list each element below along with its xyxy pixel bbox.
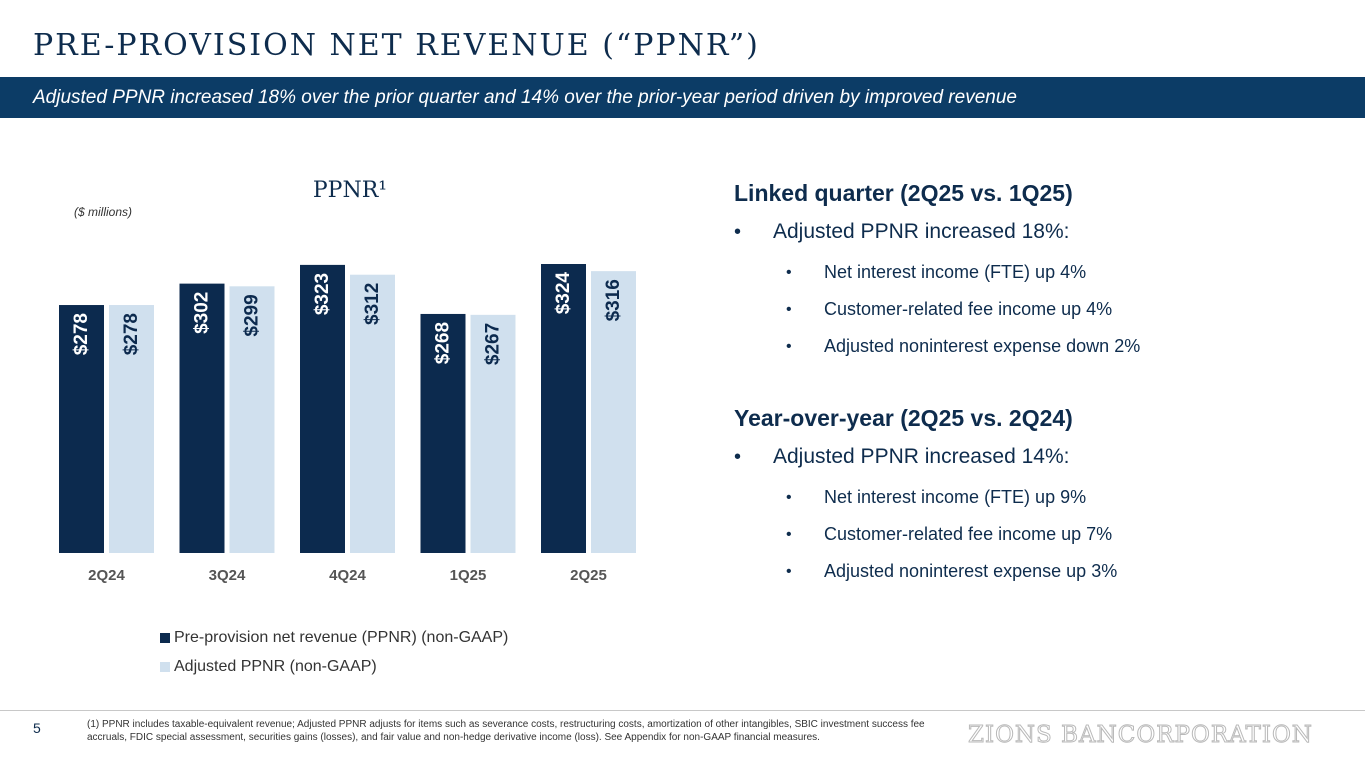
year-over-year-heading: Year-over-year (2Q25 vs. 2Q24) <box>734 405 1073 431</box>
ppnr-bar-3q24 <box>179 283 225 553</box>
subtitle-banner: Adjusted PPNR increased 18% over the pri… <box>0 77 1365 118</box>
ppnr-value-label-2q25: $324 <box>553 272 574 315</box>
x-tick-label: 1Q25 <box>450 567 487 584</box>
linked-quarter-item: Customer-related fee income up 4% <box>734 291 1294 328</box>
x-tick-label: 2Q25 <box>570 567 607 584</box>
adjusted-ppnr-bar-3q24 <box>229 286 275 553</box>
adjusted-ppnr-value-label-4q24: $312 <box>362 283 383 325</box>
legend-label-ppnr: Pre-provision net revenue (PPNR) (non-GA… <box>174 628 509 646</box>
ppnr-bar-2q25 <box>541 264 586 553</box>
ppnr-bar-4q24 <box>300 264 345 553</box>
ppnr-bar-chart: $278 $278 2Q24 $302 $299 3Q24 $323 $312 4Q24 $268… <box>59 264 636 584</box>
adjusted-ppnr-bar-1q25 <box>470 314 516 553</box>
company-logo: ZIONS BANCORPORATION <box>968 722 1313 749</box>
linked-quarter-main-bullet: Adjusted PPNR increased 18%: <box>734 210 1294 254</box>
chart-title: PPNR¹ <box>312 178 388 203</box>
ppnr-value-label-1q25: $268 <box>433 322 454 364</box>
year-over-year-item: Customer-related fee income up 7% <box>734 516 1294 553</box>
ppnr-value-label-4q24: $323 <box>312 273 333 315</box>
adjusted-ppnr-value-label-3q24: $299 <box>242 294 263 336</box>
banner-text: Adjusted PPNR increased 18% over the pri… <box>33 87 1017 108</box>
x-tick-label: 4Q24 <box>329 567 366 584</box>
ppnr-bar-1q25 <box>420 313 466 553</box>
chart-legend: Pre-provision net revenue (PPNR) (non-GA… <box>160 623 508 681</box>
footnote: (1) PPNR includes taxable-equivalent rev… <box>87 719 925 743</box>
adjusted-ppnr-bar-2q25 <box>591 271 636 553</box>
year-over-year-item: Adjusted noninterest expense up 3% <box>734 553 1294 590</box>
adjusted-ppnr-bar-2q24 <box>109 305 154 553</box>
commentary-panel: Linked quarter (2Q25 vs. 1Q25) Adjusted … <box>734 176 1294 590</box>
x-tick-label: 3Q24 <box>209 567 246 584</box>
year-over-year-item: Net interest income (FTE) up 9% <box>734 479 1294 516</box>
adjusted-ppnr-bar-4q24 <box>350 274 395 553</box>
legend-item-ppnr: Pre-provision net revenue (PPNR) (non-GA… <box>160 623 508 652</box>
ppnr-value-label-2q24: $278 <box>71 313 92 355</box>
ppnr-bar-2q24 <box>59 305 104 553</box>
legend-swatch-ppnr <box>160 632 170 643</box>
legend-swatch-adjusted <box>160 661 170 672</box>
x-tick-label: 2Q24 <box>88 567 125 584</box>
adjusted-ppnr-value-label-2q24: $278 <box>121 313 142 355</box>
units-note: ($ millions) <box>74 205 133 219</box>
ppnr-value-label-3q24: $302 <box>192 292 213 334</box>
footer-divider <box>0 710 1365 711</box>
year-over-year-main-bullet: Adjusted PPNR increased 14%: <box>734 435 1294 479</box>
legend-item-adjusted: Adjusted PPNR (non-GAAP) <box>160 652 508 681</box>
linked-quarter-heading: Linked quarter (2Q25 vs. 1Q25) <box>734 180 1073 206</box>
page-number: 5 <box>33 720 41 736</box>
legend-label-adjusted: Adjusted PPNR (non-GAAP) <box>174 657 377 675</box>
linked-quarter-item: Net interest income (FTE) up 4% <box>734 254 1294 291</box>
adjusted-ppnr-value-label-1q25: $267 <box>483 323 504 365</box>
adjusted-ppnr-value-label-2q25: $316 <box>603 279 624 321</box>
page-title: PRE-PROVISION NET REVENUE (“PPNR”) <box>33 28 760 63</box>
linked-quarter-item: Adjusted noninterest expense down 2% <box>734 328 1294 365</box>
